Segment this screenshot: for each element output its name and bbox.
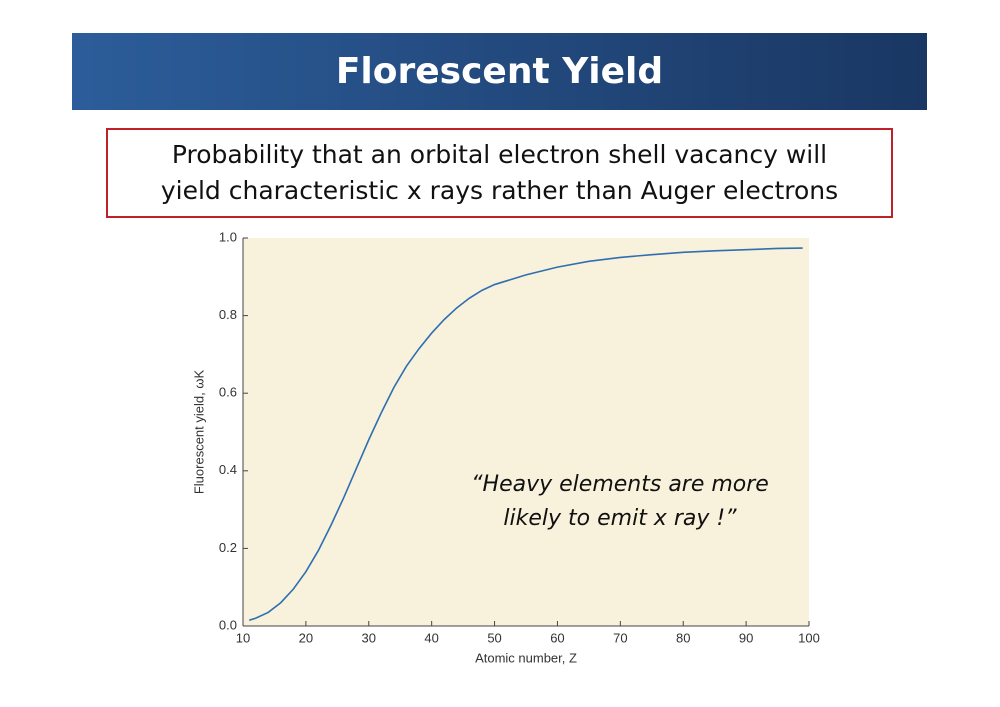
title-bar: Florescent Yield <box>72 33 927 110</box>
y-tick-label: 0.0 <box>219 617 237 632</box>
x-tick-label: 90 <box>739 630 753 645</box>
y-tick-label: 0.2 <box>219 540 237 555</box>
y-axis-label: Fluorescent yield, ωK <box>191 370 206 495</box>
description-line: Probability that an orbital electron she… <box>171 140 828 169</box>
y-tick-label: 0.6 <box>219 385 237 400</box>
x-tick-label: 10 <box>236 630 250 645</box>
x-tick-label: 20 <box>299 630 313 645</box>
x-tick-label: 70 <box>613 630 627 645</box>
y-tick-label: 0.4 <box>219 462 237 477</box>
y-tick-label: 1.0 <box>219 229 237 244</box>
x-tick-label: 100 <box>798 630 820 645</box>
x-tick-label: 80 <box>676 630 690 645</box>
description-box: Probability that an orbital electron she… <box>106 128 893 218</box>
plot-area <box>243 238 809 626</box>
annotation: “Heavy elements are more <box>471 472 769 497</box>
x-axis-label: Atomic number, Z <box>475 650 577 665</box>
x-tick-label: 40 <box>424 630 438 645</box>
x-tick-label: 50 <box>487 630 501 645</box>
annotation: likely to emit x ray !” <box>503 506 737 531</box>
x-tick-label: 30 <box>362 630 376 645</box>
y-tick-label: 0.8 <box>219 307 237 322</box>
description-line: yield characteristic x rays rather than … <box>160 176 839 205</box>
data-line <box>249 247 803 621</box>
slide-title: Florescent Yield <box>335 51 664 92</box>
x-tick-label: 60 <box>550 630 564 645</box>
